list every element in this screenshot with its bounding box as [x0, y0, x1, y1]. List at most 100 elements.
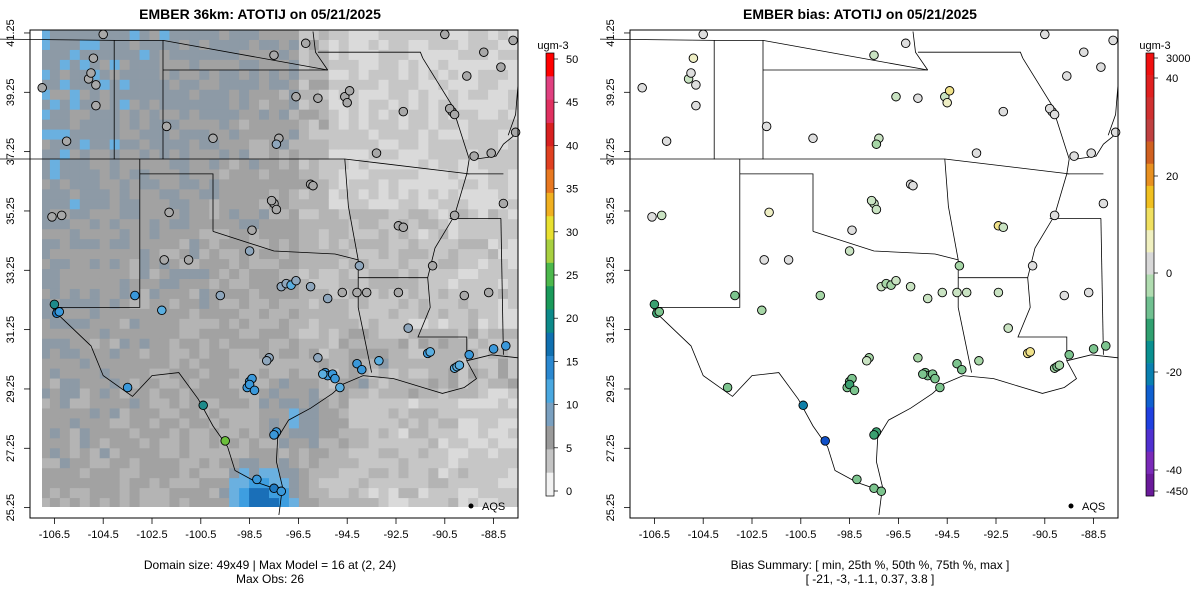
obs-station-marker [208, 133, 218, 144]
bias-station-marker [1040, 29, 1050, 40]
colorbar-swatch [1146, 296, 1154, 320]
bias-station-marker [761, 121, 772, 132]
y-tick-label: 41.25 [5, 19, 17, 47]
obs-station-marker [269, 50, 279, 60]
bias-station-marker [764, 207, 774, 218]
bias-station-marker [935, 382, 945, 393]
colorbar-swatch [1146, 75, 1154, 98]
bias-station-marker [688, 53, 699, 63]
y-axis: 25.25 27.25 29.25 31.25 33.25 35.25 37.25 39.25… [5, 19, 30, 521]
bias-station-marker [971, 148, 982, 158]
bias-station-marker [647, 212, 657, 222]
obs-station-marker [393, 287, 404, 298]
colorbar-swatch [1146, 363, 1154, 386]
obs-station-marker [249, 385, 260, 396]
colorbar-swatch [546, 239, 554, 264]
colorbar-swatch [546, 426, 554, 450]
colorbar-swatch [1146, 385, 1154, 408]
colorbar: 0 5 10 15 20 25 30 35 40 45 50 [545, 52, 578, 498]
boundary-line [212, 231, 359, 261]
y-tick-label: 33.25 [5, 257, 17, 285]
colorbar-tick-label: 0 [566, 486, 572, 498]
colorbar-unit: ugm-3 [1139, 40, 1170, 52]
obs-station-marker [344, 86, 355, 96]
y-tick-label: 31.25 [605, 316, 617, 344]
colorbar-swatch [546, 309, 554, 334]
x-tick-label: -98.5 [837, 529, 862, 541]
boundary-line [0, 158, 470, 175]
colorbar-tick-label: 50 [566, 54, 578, 66]
colorbar-frame [545, 52, 555, 497]
y-tick-label: 27.25 [5, 435, 17, 463]
boundary-line [600, 158, 1070, 175]
map-boundaries [0, 31, 519, 516]
obs-station-marker [454, 360, 465, 370]
bias-station-marker [905, 281, 916, 292]
bias-station-marker [918, 369, 928, 379]
bias-station-marker [954, 261, 965, 271]
bias-station-marker [866, 195, 877, 206]
colorbar-swatch [1146, 53, 1154, 76]
bias-station-marker [913, 93, 923, 103]
legend-label: AQS [482, 501, 505, 513]
obs-station-marker [291, 91, 301, 102]
bias-station-marker [1098, 198, 1109, 209]
bias-station-marker [1062, 71, 1072, 81]
y-tick-label: 39.25 [5, 79, 17, 107]
obs-station-marker [479, 47, 489, 57]
boundary-line [739, 173, 814, 232]
obs-station-marker [215, 290, 226, 301]
y-tick-label: 29.25 [605, 375, 617, 403]
colorbar-swatch [1146, 97, 1154, 120]
colorbar-swatch [1146, 185, 1154, 209]
obs-station-marker [488, 344, 499, 354]
bias-station-marker [871, 204, 882, 215]
obs-station-marker [398, 106, 409, 117]
x-tick-label: -100.5 [185, 529, 216, 541]
obs-station-marker [37, 83, 47, 93]
boundary-line [944, 158, 972, 373]
bias-station-marker [808, 133, 818, 144]
colorbar-swatch [546, 262, 554, 287]
bias-station-marker [957, 364, 967, 375]
colorbar-tick-label: -40 [1166, 465, 1182, 477]
obs-station-marker [161, 121, 172, 132]
obs-station-marker [313, 353, 323, 363]
obs-station-marker [374, 356, 384, 366]
x-tick-label: -90.5 [432, 529, 457, 541]
x-tick-label: -106.5 [39, 529, 70, 541]
bias-station-marker [908, 180, 918, 191]
bias-station-marker [847, 225, 857, 235]
bias-station-marker [691, 100, 701, 111]
x-tick-label: -92.5 [383, 529, 408, 541]
bias-station-marker [952, 287, 962, 298]
colorbar-tick-label: 0 [1166, 268, 1172, 280]
y-tick-label: 31.25 [5, 316, 17, 344]
colorbar-tick-label: 40 [1166, 73, 1178, 85]
bias-station-marker [930, 373, 940, 384]
obs-station-marker [269, 430, 279, 440]
y-tick-label: 27.25 [605, 435, 617, 463]
obs-station-marker [335, 382, 345, 393]
colorbar-swatch [1146, 119, 1154, 142]
colorbar-swatch [546, 449, 554, 473]
boundary-line [52, 159, 141, 308]
left-map-figure: -106.5 -104.5 -102.5 -100.5 -98.5 -96.5 -94.5 -… [0, 19, 578, 541]
colorbar-swatch [1146, 429, 1154, 452]
bias-station-marker [783, 255, 794, 265]
boundary-line [344, 158, 372, 373]
bias-station-marker [869, 50, 879, 60]
obs-station-marker [501, 341, 511, 351]
bias-summary-values: [ -21, -3, -1.1, 0.37, 3.8 ] [805, 572, 935, 586]
model-concentration-panel: EMBER 36km: ATOTIJ on 05/21/2025 -106.5-… [0, 6, 578, 586]
colorbar-frame [1145, 52, 1155, 497]
obs-station-marker [496, 62, 506, 72]
obs-station-marker [98, 29, 108, 40]
obs-station-marker [403, 323, 413, 333]
obs-station-marker [427, 261, 438, 271]
obs-station-marker [469, 151, 479, 161]
boundary-line [1017, 57, 1070, 361]
bias-station-marker [730, 290, 740, 301]
bias-station-marker [998, 222, 1009, 233]
max-obs-info: Max Obs: 26 [235, 572, 305, 586]
